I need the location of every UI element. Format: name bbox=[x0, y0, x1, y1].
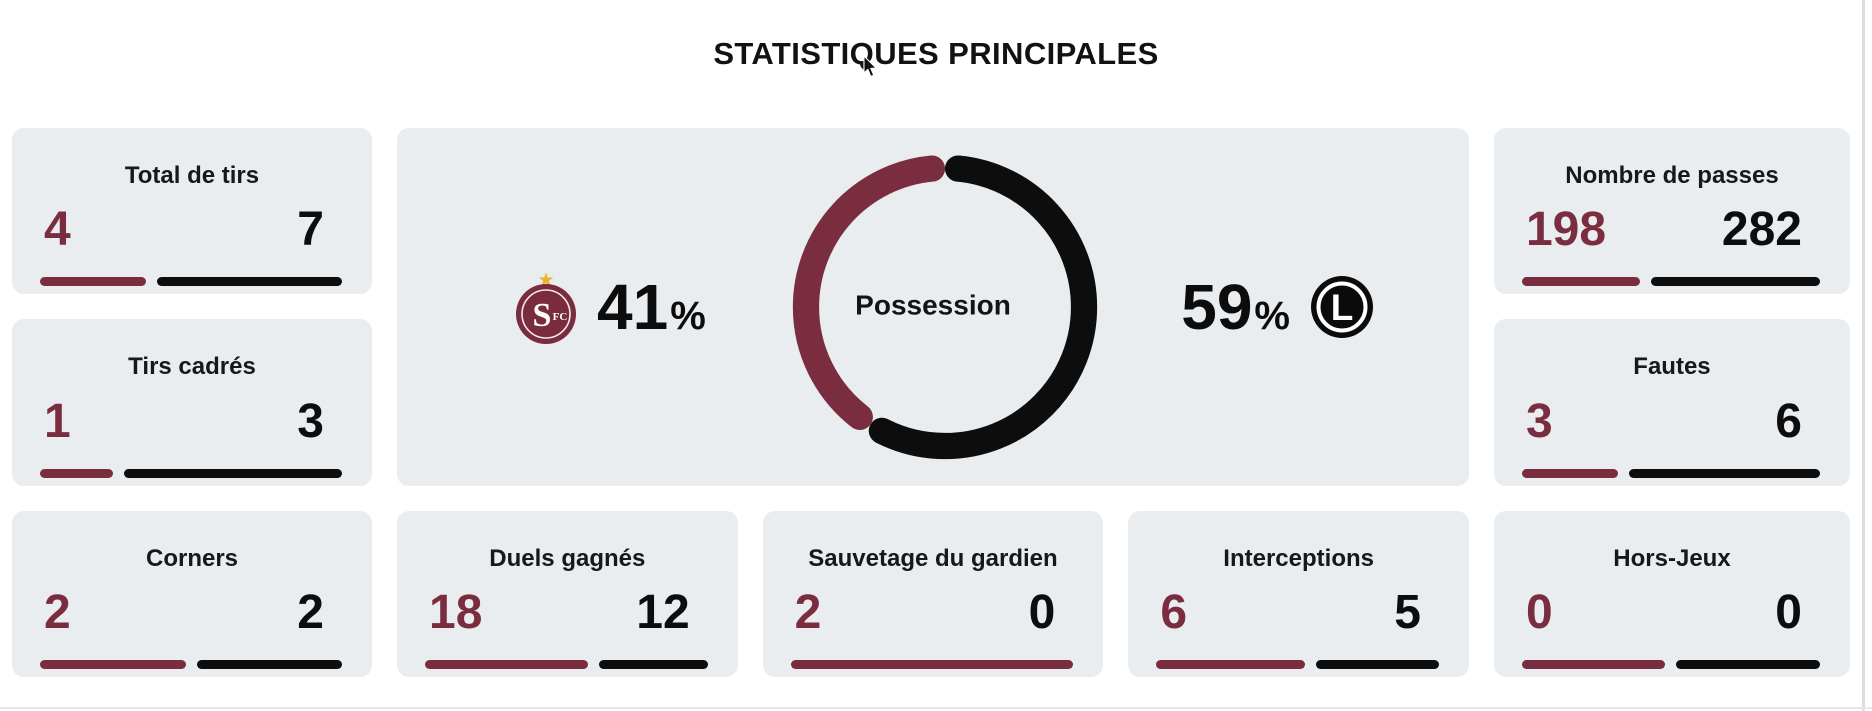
away-bar bbox=[1676, 660, 1820, 669]
comparison-bars bbox=[40, 660, 342, 669]
away-value: 0 bbox=[1028, 586, 1056, 639]
stat-label: Total de tirs bbox=[124, 162, 260, 189]
away-bar bbox=[1651, 277, 1820, 286]
home-team-logo: ★ S FC bbox=[516, 270, 576, 344]
home-logo-letter: S bbox=[533, 297, 552, 334]
away-bar bbox=[1628, 469, 1820, 478]
home-value: 0 bbox=[1525, 586, 1553, 639]
home-bar bbox=[40, 660, 186, 669]
away-team-logo: L bbox=[1310, 276, 1373, 338]
home-bar bbox=[1521, 660, 1666, 669]
stat-card-nombre-de-passes: Nombre de passes 198 282 bbox=[1493, 128, 1850, 294]
stat-label: Sauvetage du gardien bbox=[808, 545, 1058, 572]
possession-panel: Possession ★ S FC 41% 59% L bbox=[397, 128, 1469, 486]
possession-label: Possession bbox=[855, 289, 1011, 321]
stat-label: Duels gagnés bbox=[489, 545, 646, 572]
away-pct-value: 59 bbox=[1181, 271, 1253, 343]
home-value: 2 bbox=[44, 586, 71, 639]
away-possession-pct: 59% bbox=[1181, 275, 1290, 339]
home-bar bbox=[790, 660, 1074, 669]
home-value: 2 bbox=[794, 586, 822, 639]
home-bar bbox=[1521, 277, 1641, 286]
home-value: 18 bbox=[429, 586, 483, 639]
home-logo-sub: FC bbox=[553, 311, 568, 323]
stats-grid: Total de tirs 4 7 Tirs cadrés 1 3 bbox=[12, 128, 1850, 677]
away-value: 282 bbox=[1721, 203, 1802, 256]
home-team-side: ★ S FC 41% bbox=[515, 128, 706, 486]
comparison-bars bbox=[40, 469, 342, 478]
comparison-bars bbox=[425, 660, 708, 669]
home-bar bbox=[425, 660, 588, 669]
section-divider bbox=[0, 707, 1872, 709]
comparison-bars bbox=[40, 277, 342, 286]
stat-card-corners: Corners 2 2 bbox=[12, 511, 372, 677]
possession-arc-home bbox=[792, 154, 1098, 460]
comparison-bars bbox=[1521, 277, 1820, 286]
stat-card-duels-gagnes: Duels gagnés 18 12 bbox=[397, 511, 738, 677]
away-value: 3 bbox=[297, 395, 324, 448]
mouse-cursor-icon bbox=[863, 56, 878, 78]
percent-sign: % bbox=[1254, 294, 1290, 338]
away-value: 6 bbox=[1775, 395, 1802, 448]
scrollbar-track[interactable] bbox=[1862, 0, 1865, 711]
away-bar bbox=[599, 660, 708, 669]
stat-card-sauvetage-du-gardien: Sauvetage du gardien 2 0 bbox=[762, 511, 1104, 677]
stat-card-total-de-tirs: Total de tirs 4 7 bbox=[12, 128, 372, 294]
stat-card-tirs-cadres: Tirs cadrés 1 3 bbox=[12, 319, 372, 486]
home-value: 4 bbox=[44, 203, 71, 256]
away-bar bbox=[196, 660, 342, 669]
stat-label: Fautes bbox=[1633, 353, 1711, 380]
comparison-bars bbox=[1156, 660, 1439, 669]
away-bar bbox=[156, 277, 342, 286]
percent-sign: % bbox=[670, 294, 706, 338]
away-bar bbox=[123, 469, 342, 478]
possession-donut-chart bbox=[770, 132, 1120, 482]
stat-label: Interceptions bbox=[1223, 545, 1374, 572]
stat-card-fautes: Fautes 3 6 bbox=[1493, 319, 1850, 486]
stat-label: Corners bbox=[145, 545, 239, 572]
home-bar bbox=[40, 277, 146, 286]
home-possession-pct: 41% bbox=[597, 275, 706, 339]
comparison-bars bbox=[1521, 660, 1820, 669]
away-bar bbox=[1315, 660, 1439, 669]
home-value: 198 bbox=[1525, 203, 1607, 256]
home-pct-value: 41 bbox=[597, 271, 669, 343]
comparison-bars bbox=[790, 660, 1074, 669]
away-value: 0 bbox=[1775, 586, 1802, 639]
away-value: 12 bbox=[636, 586, 690, 639]
away-logo-letter: L bbox=[1331, 287, 1354, 328]
stat-label: Nombre de passes bbox=[1565, 162, 1779, 189]
comparison-bars bbox=[1521, 469, 1820, 478]
away-value: 2 bbox=[297, 586, 324, 639]
home-value: 3 bbox=[1525, 395, 1553, 448]
stat-card-interceptions: Interceptions 6 5 bbox=[1128, 511, 1469, 677]
stat-card-hors-jeux: Hors-Jeux 0 0 bbox=[1493, 511, 1850, 677]
stat-label: Hors-Jeux bbox=[1613, 545, 1731, 572]
away-value: 5 bbox=[1394, 586, 1421, 639]
page-title: STATISTIQUES PRINCIPALES bbox=[713, 36, 1159, 71]
home-value: 1 bbox=[44, 395, 71, 448]
home-value: 6 bbox=[1160, 586, 1188, 639]
away-team-side: 59% L bbox=[1181, 128, 1374, 486]
stat-label: Tirs cadrés bbox=[128, 353, 256, 380]
home-bar bbox=[1156, 660, 1305, 669]
home-bar bbox=[1521, 469, 1618, 478]
home-bar bbox=[40, 469, 113, 478]
away-value: 7 bbox=[297, 203, 324, 256]
